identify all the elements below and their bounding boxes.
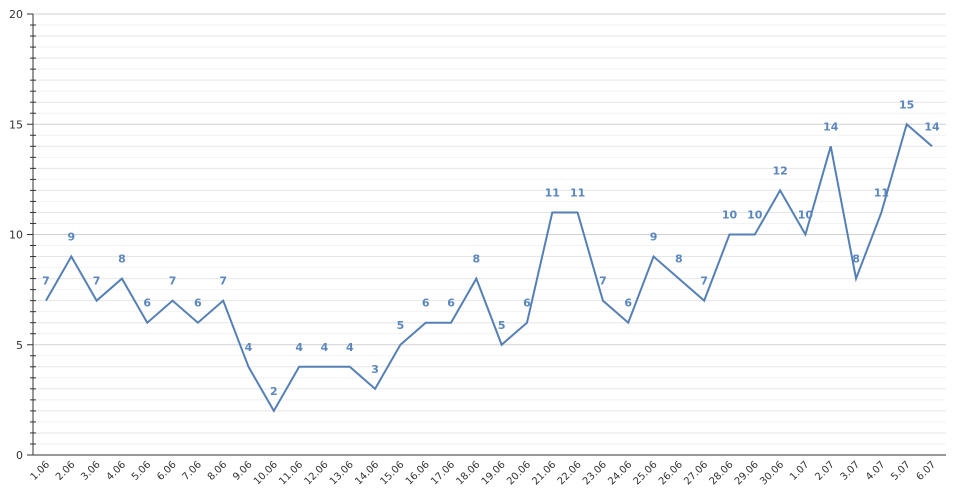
value-label: 6 [143,297,151,310]
value-label: 4 [295,341,303,354]
x-tick-label: 12.06 [303,459,331,487]
x-tick-label: 6.06 [155,459,179,483]
value-label: 2 [270,385,278,398]
value-label: 7 [700,275,708,288]
value-label: 9 [650,231,658,244]
y-tick-label: 0 [16,449,23,462]
value-label: 10 [798,209,814,222]
value-label: 11 [874,186,889,199]
x-tick-label: 24.06 [606,459,634,487]
x-tick-label: 5.07 [889,459,913,483]
value-label: 7 [93,275,101,288]
x-tick-label: 3.06 [79,459,103,483]
value-label: 8 [675,253,683,266]
value-label: 6 [523,297,531,310]
x-tick-label: 13.06 [328,459,356,487]
x-tick-label: 26.06 [657,459,685,487]
value-label: 12 [772,164,787,177]
y-tick-label: 15 [9,118,23,131]
x-tick-label: 7.06 [180,459,204,483]
x-tick-label: 19.06 [480,459,508,487]
value-label: 8 [118,253,126,266]
x-tick-label: 25.06 [632,459,660,487]
x-tick-label: 23.06 [581,459,609,487]
x-tick-label: 22.06 [556,459,584,487]
value-label: 7 [219,275,227,288]
value-label: 5 [397,319,405,332]
x-tick-label: 2.06 [54,459,78,483]
value-label: 4 [321,341,329,354]
value-label: 4 [245,341,253,354]
x-tick-label: 4.07 [864,459,888,483]
y-tick-label: 5 [16,339,23,352]
value-label: 10 [747,209,763,222]
x-tick-label: 15.06 [378,459,406,487]
value-label: 6 [194,297,202,310]
value-label: 15 [899,98,914,111]
x-tick-label: 16.06 [404,459,432,487]
x-tick-label: 11.06 [277,459,305,487]
value-label: 7 [169,275,177,288]
x-tick-label: 3.07 [839,459,863,483]
value-label: 5 [498,319,506,332]
x-tick-label: 2.07 [813,459,837,483]
value-label: 7 [599,275,607,288]
value-label: 11 [570,186,585,199]
y-tick-label: 10 [9,229,23,242]
x-tick-label: 4.06 [105,459,129,483]
value-label: 11 [545,186,560,199]
value-label: 10 [722,209,738,222]
value-label: 8 [852,253,860,266]
value-label: 8 [473,253,481,266]
value-label: 4 [346,341,354,354]
x-tick-label: 18.06 [454,459,482,487]
value-label: 9 [67,231,75,244]
value-label: 7 [42,275,50,288]
x-tick-label: 6.07 [915,459,939,483]
x-tick-label: 8.06 [206,459,230,483]
x-tick-label: 1.06 [29,459,53,483]
x-tick-label: 14.06 [353,459,381,487]
x-tick-label: 21.06 [530,459,558,487]
value-label: 6 [422,297,430,310]
value-label: 3 [371,363,379,376]
value-label: 14 [823,120,839,133]
x-tick-label: 29.06 [733,459,761,487]
y-tick-label: 20 [9,8,23,21]
x-tick-label: 1.07 [788,459,812,483]
x-tick-label: 10.06 [252,459,280,487]
x-tick-label: 27.06 [682,459,710,487]
line [45,122,933,413]
x-tick-label: 30.06 [758,459,786,487]
value-label: 6 [624,297,632,310]
x-tick-label: 17.06 [429,459,457,487]
x-tick-label: 5.06 [130,459,154,483]
value-label: 6 [447,297,455,310]
x-tick-label: 28.06 [708,459,736,487]
x-tick-label: 20.06 [505,459,533,487]
value-label: 14 [924,120,940,133]
